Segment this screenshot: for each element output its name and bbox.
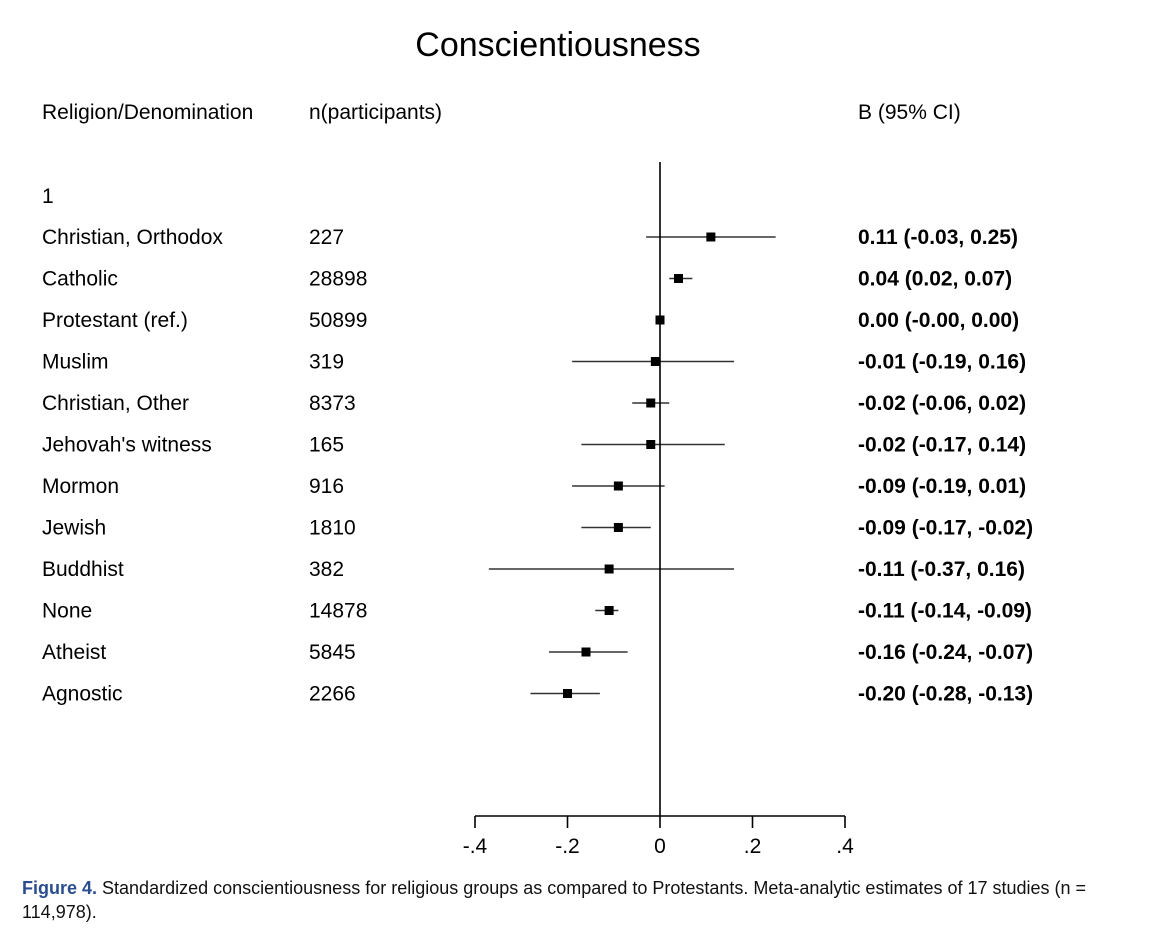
- row-group-label: Catholic: [42, 268, 118, 291]
- point-estimate-marker: [650, 357, 660, 366]
- row-group-label: Jewish: [42, 517, 106, 540]
- column-header-group: Religion/Denomination: [42, 101, 253, 124]
- forest-row: Protestant (ref.) 50899 0.00 (-0.00, 0.00): [42, 309, 1019, 332]
- row-estimate-label: -0.11 (-0.37, 0.16): [858, 558, 1025, 581]
- row-group-label: Muslim: [42, 351, 109, 374]
- row-estimate-label: 0.04 (0.02, 0.07): [858, 268, 1012, 291]
- point-estimate-marker: [646, 440, 656, 449]
- chart-title: Conscientiousness: [415, 26, 700, 64]
- figure-label: Figure 4.: [22, 878, 98, 898]
- row-group-label: Jehovah's witness: [42, 434, 212, 457]
- row-estimate-label: 0.00 (-0.00, 0.00): [858, 309, 1019, 332]
- point-estimate-marker: [674, 274, 683, 283]
- row-group-label: Protestant (ref.): [42, 309, 188, 332]
- point-estimate-marker: [581, 647, 591, 657]
- row-estimate-label: -0.20 (-0.28, -0.13): [858, 683, 1033, 706]
- row-n-label: 28898: [309, 268, 367, 291]
- point-estimate-marker: [613, 481, 623, 491]
- x-tick-label: .4: [836, 835, 854, 858]
- row-n-label: 2266: [309, 683, 356, 706]
- row-group-label: None: [42, 600, 92, 623]
- forest-row: Mormon 916 -0.09 (-0.19, 0.01): [42, 475, 1026, 498]
- row-estimate-label: -0.02 (-0.06, 0.02): [858, 392, 1026, 415]
- point-estimate-marker: [604, 606, 614, 615]
- row-estimate-label: -0.01 (-0.19, 0.16): [858, 351, 1026, 374]
- row-estimate-label: 0.11 (-0.03, 0.25): [858, 226, 1018, 249]
- row-n-label: 1810: [309, 517, 356, 540]
- row-n-label: 50899: [309, 309, 367, 332]
- point-estimate-marker: [646, 398, 656, 408]
- forest-row: Christian, Other 8373 -0.02 (-0.06, 0.02): [42, 392, 1026, 415]
- row-group-label: Agnostic: [42, 683, 123, 706]
- point-estimate-marker: [613, 523, 623, 532]
- row-n-label: 165: [309, 434, 344, 457]
- row-group-label: Buddhist: [42, 558, 124, 581]
- x-tick-label: 0: [654, 835, 666, 858]
- row-n-label: 916: [309, 475, 344, 498]
- forest-row: Jewish 1810 -0.09 (-0.17, -0.02): [42, 517, 1033, 540]
- forest-row: Jehovah's witness 165 -0.02 (-0.17, 0.14): [42, 434, 1026, 457]
- row-estimate-label: -0.09 (-0.17, -0.02): [858, 517, 1033, 540]
- point-estimate-marker: [563, 689, 572, 698]
- forest-row: Catholic 28898 0.04 (0.02, 0.07): [42, 268, 1012, 291]
- column-header-n: n(participants): [309, 101, 442, 124]
- row-n-label: 14878: [309, 600, 367, 623]
- column-header-estimate: B (95% CI): [858, 101, 961, 124]
- figure-caption-text: Standardized conscientiousness for relig…: [22, 878, 1087, 922]
- row-n-label: 5845: [309, 641, 356, 664]
- row-estimate-label: -0.16 (-0.24, -0.07): [858, 641, 1033, 664]
- row-n-label: 319: [309, 351, 344, 374]
- forest-row: Muslim 319 -0.01 (-0.19, 0.16): [42, 351, 1026, 374]
- row-n-label: 8373: [309, 392, 356, 415]
- x-tick-label: -.4: [463, 835, 488, 858]
- row-group-label: Atheist: [42, 641, 106, 664]
- forest-row: None 14878 -0.11 (-0.14, -0.09): [42, 600, 1032, 623]
- row-n-label: 227: [309, 226, 344, 249]
- point-estimate-marker: [604, 564, 614, 574]
- row-estimate-label: -0.11 (-0.14, -0.09): [858, 600, 1032, 623]
- row-group-label: Christian, Other: [42, 392, 189, 415]
- forest-row: Atheist 5845 -0.16 (-0.24, -0.07): [42, 641, 1033, 664]
- row-group-label: Christian, Orthodox: [42, 226, 223, 249]
- forest-row: Agnostic 2266 -0.20 (-0.28, -0.13): [42, 683, 1033, 706]
- forest-row: Christian, Orthodox 227 0.11 (-0.03, 0.25): [42, 226, 1018, 249]
- row-estimate-label: -0.02 (-0.17, 0.14): [858, 434, 1026, 457]
- x-tick-label: .2: [744, 835, 762, 858]
- row-n-label: 382: [309, 558, 344, 581]
- figure-caption: Figure 4. Standardized conscientiousness…: [22, 876, 1142, 924]
- section-label: 1: [42, 185, 54, 208]
- row-estimate-label: -0.09 (-0.19, 0.01): [858, 475, 1026, 498]
- row-group-label: Mormon: [42, 475, 119, 498]
- forest-row: Buddhist 382 -0.11 (-0.37, 0.16): [42, 558, 1025, 581]
- x-tick-label: -.2: [555, 835, 580, 858]
- forest-plot: Conscientiousness Religion/Denomination …: [42, 26, 1033, 858]
- point-estimate-marker: [706, 232, 716, 242]
